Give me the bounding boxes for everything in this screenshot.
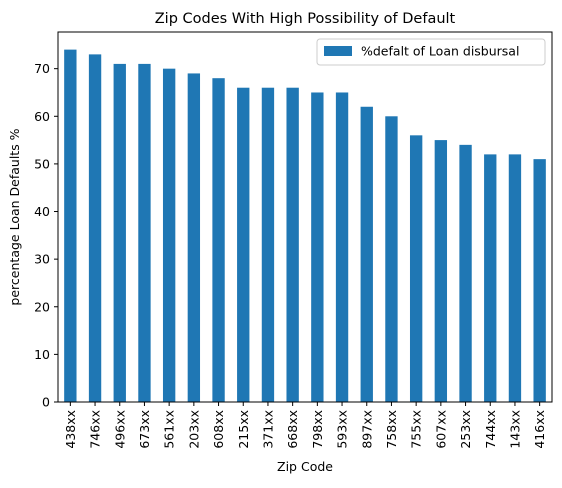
x-tick-label-673xx: 673xx <box>137 410 152 449</box>
x-axis: 438xx 746xx 496xx 673xx 561xx 203xx 608xx 215xx… <box>63 402 547 449</box>
x-tick-label-143xx: 143xx <box>507 410 522 449</box>
bar-143xx <box>509 154 521 402</box>
bar-215xx <box>237 88 249 402</box>
x-tick-label-758xx: 758xx <box>384 410 399 449</box>
bar-608xx <box>212 78 224 402</box>
bar-203xx <box>188 73 200 402</box>
y-tick-label: 10 <box>34 347 50 362</box>
x-tick-label-215xx: 215xx <box>236 410 251 449</box>
bar-744xx <box>484 154 496 402</box>
x-tick-label-755xx: 755xx <box>409 410 424 449</box>
bar-746xx <box>89 54 101 402</box>
legend-swatch <box>324 46 352 56</box>
x-tick-label-253xx: 253xx <box>458 410 473 449</box>
y-tick-label: 70 <box>34 61 50 76</box>
bar-673xx <box>138 64 150 402</box>
plot-frame <box>58 32 552 402</box>
bar-438xx <box>64 50 76 402</box>
x-tick-label-496xx: 496xx <box>112 410 127 449</box>
y-tick-label: 20 <box>34 299 50 314</box>
bar-593xx <box>336 92 348 402</box>
x-tick-label-371xx: 371xx <box>260 410 275 449</box>
bar-416xx <box>533 159 545 402</box>
x-tick-label-607xx: 607xx <box>433 410 448 449</box>
x-tick-label-416xx: 416xx <box>532 410 547 449</box>
legend: %defalt of Loan disbursal <box>317 39 545 65</box>
bar-371xx <box>262 88 274 402</box>
bar-758xx <box>385 116 397 402</box>
bar-496xx <box>114 64 126 402</box>
bar-668xx <box>286 88 298 402</box>
x-tick-label-608xx: 608xx <box>211 410 226 449</box>
bar-607xx <box>435 140 447 402</box>
chart-title: Zip Codes With High Possibility of Defau… <box>155 11 456 27</box>
y-tick-label: 50 <box>34 156 50 171</box>
y-tick-label: 60 <box>34 109 50 124</box>
x-tick-label-798xx: 798xx <box>310 410 325 449</box>
x-tick-label-897xx: 897xx <box>359 410 374 449</box>
legend-entry-label: %defalt of Loan disbursal <box>361 44 519 59</box>
x-tick-label-203xx: 203xx <box>186 410 201 449</box>
y-axis: 0 10 20 30 40 50 60 70 <box>34 61 58 409</box>
x-axis-label: Zip Code <box>277 459 333 474</box>
y-tick-label: 30 <box>34 252 50 267</box>
y-axis-label: percentage Loan Defaults % <box>7 128 22 305</box>
y-tick-label: 0 <box>42 395 50 410</box>
bar-755xx <box>410 135 422 402</box>
x-tick-label-744xx: 744xx <box>483 410 498 449</box>
bars-group <box>64 50 546 402</box>
x-tick-label-561xx: 561xx <box>162 410 177 449</box>
bar-798xx <box>311 92 323 402</box>
bar-253xx <box>459 145 471 402</box>
x-tick-label-668xx: 668xx <box>285 410 300 449</box>
y-tick-label: 40 <box>34 204 50 219</box>
bar-561xx <box>163 69 175 402</box>
bar-897xx <box>361 107 373 402</box>
x-tick-label-438xx: 438xx <box>63 410 78 449</box>
x-tick-label-593xx: 593xx <box>335 410 350 449</box>
x-tick-label-746xx: 746xx <box>88 410 103 449</box>
